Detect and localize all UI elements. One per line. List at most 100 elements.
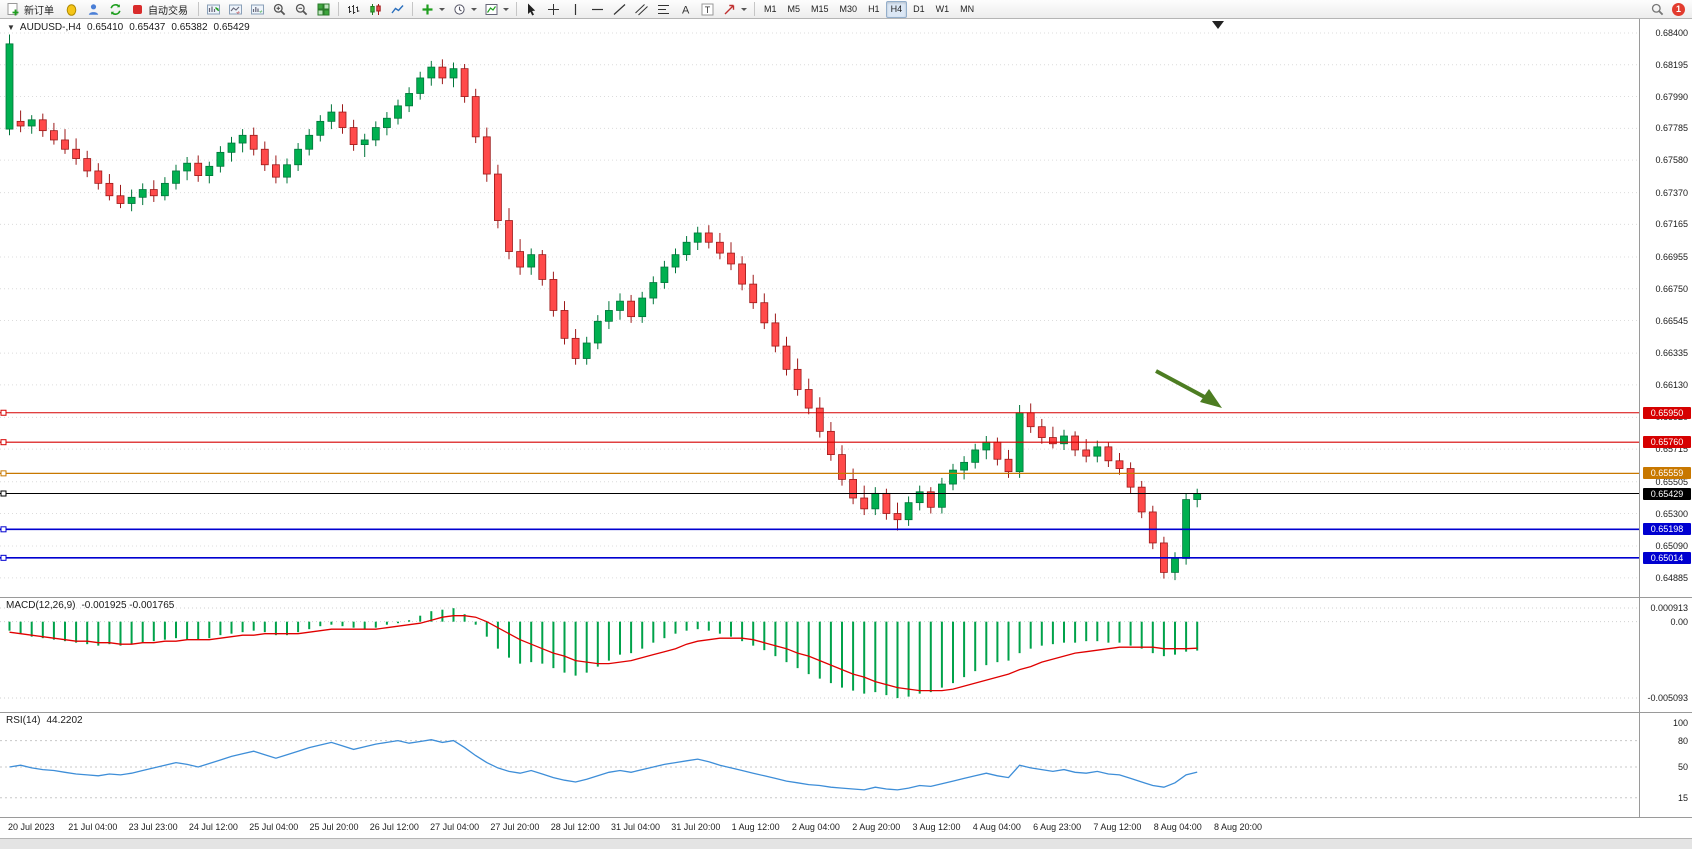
bearish-candle: [50, 130, 58, 141]
scroll-position-marker: [1212, 21, 1224, 29]
line-chart-button[interactable]: [387, 1, 408, 18]
tile-windows-button[interactable]: [313, 1, 334, 18]
bearish-candle: [849, 478, 857, 499]
line-handle[interactable]: [0, 439, 7, 446]
bearish-candle: [838, 454, 846, 480]
timeframe-w1-button[interactable]: W1: [935, 4, 950, 14]
line-handle[interactable]: [0, 490, 7, 497]
timeframe-m5-button[interactable]: M5: [787, 4, 801, 14]
auto-scroll-icon: [251, 4, 264, 14]
bearish-candle: [16, 120, 25, 127]
bullish-candle: [971, 449, 980, 463]
line-handle[interactable]: [0, 409, 7, 416]
market-watch-button[interactable]: [61, 1, 82, 18]
rsi-name: RSI(14): [6, 715, 41, 726]
timeframe-h1-button[interactable]: H1: [868, 4, 880, 14]
new-order-button[interactable]: 新订单: [3, 1, 60, 18]
time-axis-label: 2 Aug 04:00: [791, 822, 840, 832]
candlestick-chart-button[interactable]: [365, 1, 386, 18]
crosshair-tool-button[interactable]: [543, 1, 564, 18]
vertical-line-tool-button[interactable]: [565, 1, 586, 18]
bearish-candle: [116, 195, 125, 204]
zoom-out-button[interactable]: [291, 1, 312, 18]
notification-badge[interactable]: 1: [1672, 2, 1685, 16]
bearish-candle: [893, 513, 902, 521]
template-button[interactable]: [481, 1, 512, 18]
macd-axis-value: 0.000913: [1650, 603, 1688, 613]
bullish-candle: [949, 469, 957, 485]
cursor-tool-button[interactable]: [521, 1, 542, 18]
bearish-candle: [260, 148, 269, 166]
collapse-toggle[interactable]: ▼: [7, 23, 15, 32]
bullish-candle: [371, 127, 380, 141]
bearish-candle: [271, 164, 280, 178]
macd-panel[interactable]: 0.000913 0.00 -0.005093 MACD(12,26,9) -0.0…: [0, 598, 1692, 713]
bearish-candle: [72, 148, 80, 159]
bearish-candle: [1115, 460, 1124, 469]
main-chart-panel[interactable]: 0.68400 0.68195 0.67990 0.67785 0.67580 0.673…: [0, 19, 1692, 598]
period-button[interactable]: [449, 1, 480, 18]
bullish-candle: [172, 170, 180, 184]
text-tool-button[interactable]: A: [675, 1, 696, 18]
vertical-line-icon: [574, 3, 577, 15]
bearish-candle: [516, 251, 524, 268]
auto-scroll-button[interactable]: [247, 1, 268, 18]
add-indicator-icon: [422, 4, 433, 14]
chart-shift-icon: [229, 4, 242, 14]
add-indicator-button[interactable]: [417, 1, 448, 18]
autotrading-button[interactable]: 自动交易: [127, 1, 194, 18]
label-tool-button[interactable]: T: [697, 1, 718, 18]
zoom-in-button[interactable]: [269, 1, 290, 18]
timeframe-m15-button[interactable]: M15: [811, 4, 829, 14]
profile-button[interactable]: [83, 1, 104, 18]
bullish-candle: [127, 196, 136, 204]
price-axis-value: 0.64885: [1655, 572, 1688, 583]
rsi-panel[interactable]: 100 80 50 15 RSI(14) 44.2202: [0, 713, 1692, 818]
line-handle[interactable]: [0, 526, 7, 533]
horizontal-line-tool-button[interactable]: [587, 1, 608, 18]
arrow-annotation-shaft[interactable]: [1155, 369, 1213, 403]
rsi-axis-value: 80: [1677, 735, 1688, 746]
channel-tool-button[interactable]: [631, 1, 652, 18]
time-axis-label: 2 Aug 20:00: [852, 822, 901, 832]
chart-shift-button[interactable]: [225, 1, 246, 18]
timeframe-h4-button[interactable]: H4: [885, 0, 908, 18]
rsi-chart[interactable]: [0, 713, 1640, 817]
trendline-tool-button[interactable]: [609, 1, 630, 18]
timeframe-d1-button[interactable]: D1: [913, 4, 925, 14]
time-axis[interactable]: 20 Jul 2023 21 Jul 04:00 23 Jul 23:00 24 Ju…: [0, 818, 1692, 838]
cursor-icon: [528, 3, 536, 15]
autotrading-label: 自动交易: [148, 5, 188, 17]
bearish-candle: [482, 136, 491, 175]
chevron-down-icon: [471, 7, 477, 11]
bullish-candle: [238, 134, 247, 144]
bearish-candle: [249, 134, 258, 150]
timeframe-m30-button[interactable]: M30: [839, 4, 858, 14]
time-axis-label: 31 Jul 20:00: [671, 822, 721, 832]
bearish-candle: [149, 189, 158, 197]
candlestick-chart[interactable]: [0, 19, 1640, 597]
price-axis-value: 0.66130: [1655, 379, 1688, 390]
arrow-tool-button[interactable]: [719, 1, 750, 18]
price-axis-value: 0.68400: [1655, 28, 1688, 38]
data-window-button[interactable]: [203, 1, 224, 18]
macd-axis-value: -0.005093: [1647, 692, 1688, 703]
macd-chart[interactable]: [0, 598, 1640, 712]
bar-chart-button[interactable]: [343, 1, 364, 18]
bearish-candle: [804, 389, 813, 409]
refresh-button[interactable]: [105, 1, 126, 18]
market-watch-icon: [66, 3, 77, 16]
autotrade-icon: [133, 4, 142, 14]
price-axis-value: 0.67785: [1655, 123, 1688, 134]
toolbar-separator: [754, 2, 755, 16]
timeframe-m1-button[interactable]: M1: [764, 4, 777, 14]
timeframe-mn-button[interactable]: MN: [960, 4, 975, 14]
line-handle[interactable]: [0, 470, 7, 477]
search-button[interactable]: [1647, 1, 1668, 18]
bullish-candle: [394, 105, 402, 119]
arrow-annotation-head[interactable]: [1200, 389, 1222, 408]
line-handle[interactable]: [0, 554, 7, 561]
fibonacci-tool-button[interactable]: [653, 1, 674, 18]
macd-axis-value: 0.00: [1670, 616, 1688, 627]
high-value: 0.65437: [129, 22, 166, 33]
